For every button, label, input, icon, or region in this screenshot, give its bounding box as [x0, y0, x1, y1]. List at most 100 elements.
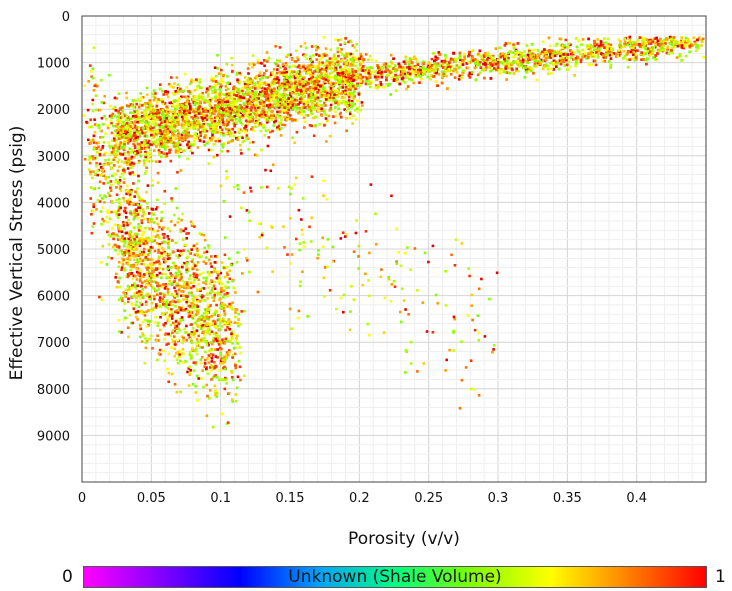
data-point — [310, 124, 314, 128]
data-point — [356, 67, 360, 70]
data-point — [508, 65, 511, 69]
data-point — [304, 103, 308, 106]
data-point — [303, 41, 307, 45]
data-point — [407, 63, 411, 66]
data-point — [230, 56, 233, 60]
data-point — [367, 58, 370, 62]
data-point — [259, 91, 262, 94]
data-point — [672, 36, 676, 39]
data-point — [275, 104, 279, 107]
data-point — [290, 56, 294, 60]
data-point — [373, 74, 376, 77]
data-point — [252, 129, 255, 132]
data-point — [343, 78, 346, 81]
data-point — [198, 139, 202, 142]
data-point — [433, 71, 436, 75]
data-point — [254, 93, 257, 96]
data-point — [150, 110, 153, 114]
data-point — [174, 142, 177, 145]
data-point — [580, 43, 583, 46]
data-point — [267, 56, 271, 60]
data-point — [191, 126, 195, 130]
data-point — [324, 47, 328, 50]
data-point — [338, 79, 341, 82]
data-point — [249, 91, 253, 95]
data-point — [340, 48, 343, 51]
data-point — [301, 110, 304, 113]
data-point — [308, 105, 311, 109]
data-point — [587, 56, 590, 59]
data-point — [119, 125, 123, 129]
data-point — [603, 37, 606, 40]
data-point — [241, 92, 245, 96]
data-point — [123, 146, 126, 150]
data-point — [675, 56, 679, 59]
data-point — [306, 114, 310, 117]
data-point — [165, 115, 168, 118]
data-point — [172, 100, 175, 103]
data-point — [367, 69, 371, 72]
data-point — [529, 55, 533, 58]
data-point — [348, 104, 352, 108]
data-point — [237, 105, 241, 108]
data-point — [145, 130, 148, 134]
data-point — [548, 44, 552, 48]
data-point — [695, 49, 698, 53]
data-point — [165, 113, 169, 117]
data-point — [188, 102, 191, 106]
data-point — [281, 123, 284, 127]
data-point — [250, 115, 254, 118]
data-point — [277, 81, 280, 84]
data-point — [236, 136, 239, 139]
data-point — [283, 95, 286, 99]
data-point — [166, 95, 170, 99]
data-point — [273, 77, 276, 81]
data-point — [684, 36, 688, 40]
data-point — [522, 66, 525, 70]
data-point — [158, 110, 161, 113]
data-point — [126, 163, 129, 166]
data-point — [316, 86, 319, 89]
data-point — [309, 111, 313, 114]
data-point — [516, 63, 520, 67]
data-point — [198, 126, 202, 129]
data-point — [137, 105, 141, 109]
data-point — [320, 114, 324, 117]
data-point — [343, 57, 347, 60]
data-point — [277, 124, 281, 128]
data-point — [302, 101, 306, 104]
data-point — [210, 121, 214, 124]
data-point — [340, 59, 344, 62]
data-point — [266, 93, 270, 97]
data-point — [333, 121, 337, 125]
data-point — [221, 115, 224, 118]
data-point — [194, 111, 198, 115]
data-point — [189, 108, 192, 111]
data-point — [202, 140, 206, 143]
data-point — [316, 78, 319, 81]
data-point — [201, 112, 204, 116]
data-point — [293, 85, 297, 88]
data-point — [353, 46, 356, 49]
data-point — [225, 131, 229, 135]
data-point — [197, 112, 201, 115]
data-point — [145, 123, 148, 127]
data-point — [426, 75, 430, 79]
data-point — [270, 90, 273, 94]
data-point — [127, 139, 130, 142]
data-point — [605, 50, 608, 54]
data-point — [342, 62, 346, 66]
data-point — [293, 82, 297, 85]
data-point — [668, 42, 672, 45]
data-point — [150, 133, 153, 137]
data-point — [267, 99, 270, 102]
data-point — [221, 109, 225, 112]
data-point — [184, 105, 187, 109]
data-point — [321, 61, 324, 64]
data-point — [243, 126, 246, 130]
data-point — [180, 136, 183, 139]
data-point — [266, 118, 269, 121]
data-point — [319, 63, 322, 66]
data-point — [489, 55, 492, 58]
data-point — [319, 89, 323, 92]
